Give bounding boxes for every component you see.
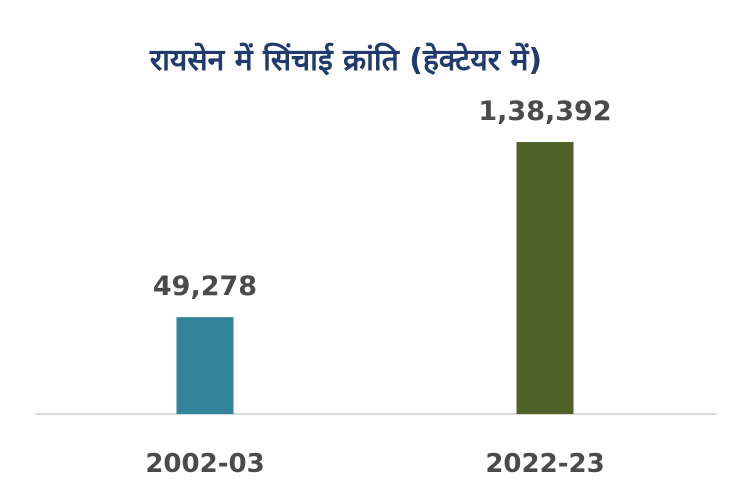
bars-group: [176, 142, 574, 414]
data-label-2022-23: 1,38,392: [478, 96, 611, 127]
x-tick-labels-group: 2002-03 2022-23: [145, 449, 604, 479]
x-tick-label-2022-23: 2022-23: [485, 449, 604, 479]
chart-title: रायसेन में सिंचाई क्रांति (हेक्टेयर में): [149, 42, 542, 78]
bar-2002-03: [176, 317, 234, 414]
x-tick-label-2002-03: 2002-03: [145, 449, 264, 479]
data-labels-group: 49,278 1,38,392: [153, 96, 612, 302]
bar-2022-23: [516, 142, 574, 414]
data-label-2002-03: 49,278: [153, 271, 257, 302]
